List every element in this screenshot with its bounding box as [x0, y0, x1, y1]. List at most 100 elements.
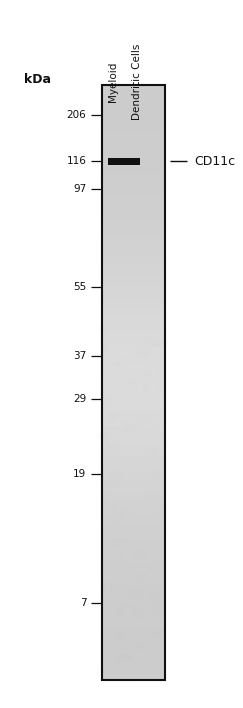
Bar [102, 270, 165, 278]
Bar [102, 450, 165, 457]
Bar [102, 576, 165, 583]
Bar [102, 643, 165, 650]
Bar [102, 375, 165, 382]
Bar [102, 605, 165, 612]
Bar [102, 285, 165, 293]
Bar [102, 196, 165, 204]
Text: 97: 97 [73, 184, 86, 194]
Bar [102, 249, 165, 256]
Ellipse shape [116, 539, 125, 543]
Text: 29: 29 [73, 394, 86, 404]
Bar [102, 590, 165, 598]
Bar [102, 628, 165, 635]
Bar [102, 159, 165, 166]
Bar [102, 338, 165, 346]
Bar [102, 360, 165, 367]
Bar [102, 293, 165, 300]
Bar [102, 583, 165, 590]
Bar [102, 308, 165, 315]
Text: 37: 37 [73, 351, 86, 361]
Ellipse shape [119, 605, 133, 607]
Bar [102, 464, 165, 472]
Ellipse shape [134, 570, 138, 576]
Bar [102, 241, 165, 249]
Bar [102, 367, 165, 375]
Ellipse shape [136, 343, 142, 345]
Bar [102, 85, 165, 680]
Bar [102, 122, 165, 130]
Bar [102, 93, 165, 100]
Text: 206: 206 [67, 110, 86, 120]
Bar [102, 323, 165, 330]
Bar [102, 115, 165, 122]
Bar [102, 561, 165, 568]
Bar [102, 568, 165, 576]
Bar [102, 538, 165, 546]
Ellipse shape [145, 445, 148, 449]
Bar [102, 657, 165, 665]
Bar [102, 472, 165, 479]
Bar [102, 263, 165, 270]
Ellipse shape [122, 539, 126, 552]
Text: 55: 55 [73, 282, 86, 292]
Bar [102, 234, 165, 241]
Bar [102, 204, 165, 211]
Bar [102, 598, 165, 605]
Ellipse shape [122, 545, 129, 556]
Bar [102, 554, 165, 561]
Bar [102, 189, 165, 196]
Bar [102, 524, 165, 531]
Bar [102, 144, 165, 152]
Bar [102, 85, 165, 680]
Text: Dendritic Cells: Dendritic Cells [132, 43, 142, 120]
Ellipse shape [120, 419, 128, 432]
Bar [102, 457, 165, 464]
Ellipse shape [158, 337, 168, 348]
Ellipse shape [135, 644, 144, 651]
Bar [102, 650, 165, 657]
Bar [102, 612, 165, 620]
Ellipse shape [132, 394, 139, 397]
Bar [102, 442, 165, 450]
Bar [102, 427, 165, 434]
Bar [102, 316, 165, 323]
Bar [102, 494, 165, 501]
Ellipse shape [132, 659, 139, 669]
Text: CD11c: CD11c [194, 155, 235, 168]
Bar [102, 382, 165, 389]
Ellipse shape [137, 556, 147, 563]
Ellipse shape [135, 345, 151, 357]
Bar [102, 546, 165, 554]
Text: 7: 7 [80, 598, 86, 608]
Bar [102, 100, 165, 107]
Bar [102, 211, 165, 219]
Bar [102, 331, 165, 338]
Bar [102, 479, 165, 486]
Bar [102, 389, 165, 397]
Bar [102, 130, 165, 137]
Ellipse shape [148, 527, 163, 531]
Ellipse shape [138, 558, 142, 561]
Bar [102, 278, 165, 285]
Bar [102, 419, 165, 427]
Bar [102, 508, 165, 516]
Text: kDa: kDa [24, 74, 51, 86]
Bar [102, 137, 165, 144]
Bar [102, 486, 165, 494]
Bar [102, 108, 165, 115]
Bar [102, 620, 165, 628]
Bar [108, 158, 140, 165]
Bar [102, 174, 165, 181]
Bar [102, 346, 165, 353]
Bar [102, 665, 165, 673]
Ellipse shape [97, 325, 108, 334]
Bar [102, 635, 165, 643]
Bar [102, 219, 165, 227]
Bar [102, 673, 165, 680]
Bar [102, 167, 165, 174]
Text: Myeloid: Myeloid [108, 61, 118, 102]
Bar [102, 531, 165, 538]
Bar [102, 300, 165, 308]
Text: 19: 19 [73, 469, 86, 479]
Bar [102, 412, 165, 419]
